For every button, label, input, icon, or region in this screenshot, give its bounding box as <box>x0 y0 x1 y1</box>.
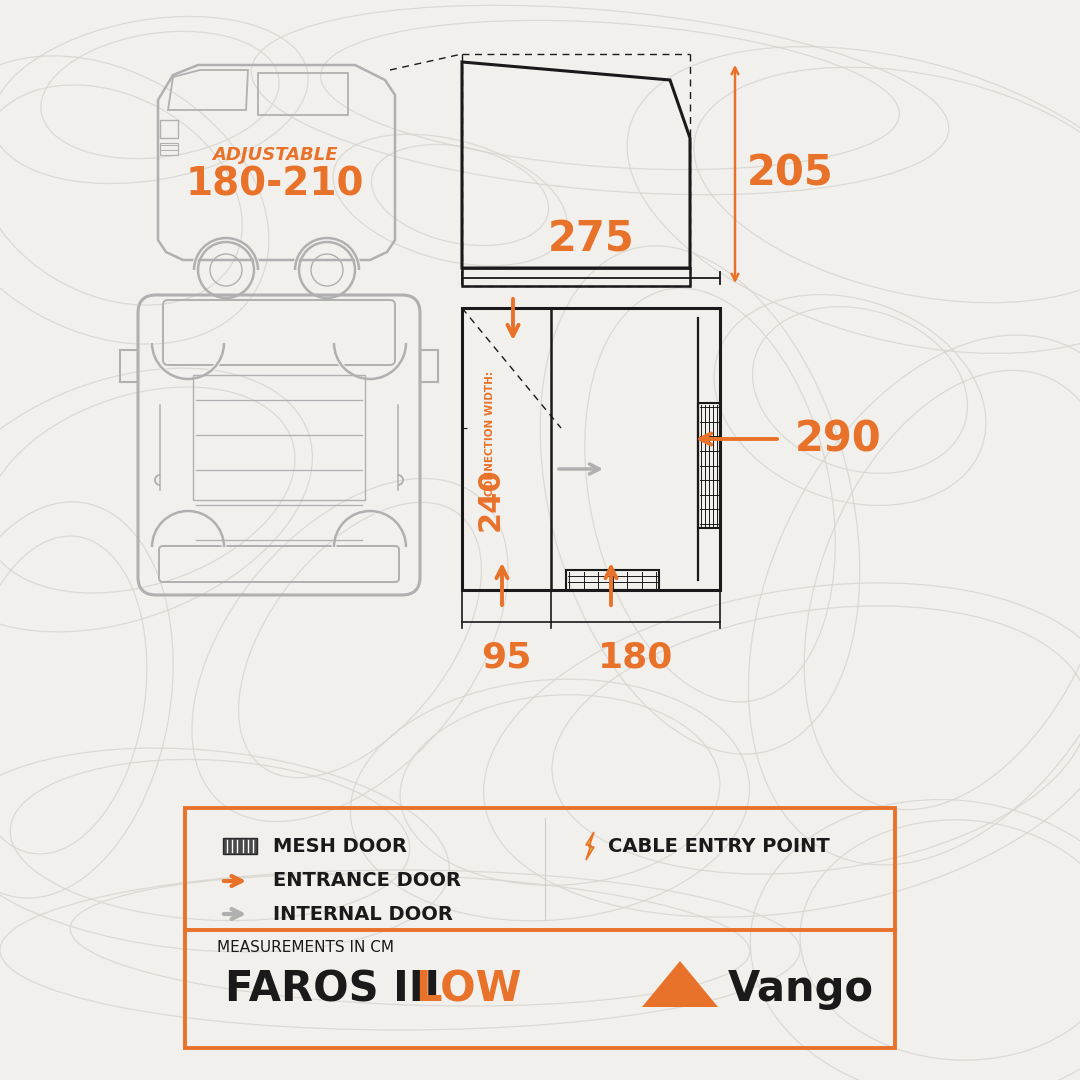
Text: ENTRANCE DOOR: ENTRANCE DOOR <box>273 872 461 891</box>
Bar <box>462 308 720 590</box>
Bar <box>185 808 895 1048</box>
Polygon shape <box>586 832 594 860</box>
Polygon shape <box>642 961 718 1007</box>
Text: 95: 95 <box>482 640 531 674</box>
Text: Vango: Vango <box>728 968 874 1010</box>
Text: MESH DOOR: MESH DOOR <box>273 837 407 855</box>
Text: 240: 240 <box>475 468 504 530</box>
Bar <box>462 268 690 286</box>
Bar <box>120 350 138 382</box>
Text: ADJUSTABLE: ADJUSTABLE <box>213 146 338 164</box>
Text: CONNECTION WIDTH:: CONNECTION WIDTH: <box>485 372 495 497</box>
Text: MEASUREMENTS IN CM: MEASUREMENTS IN CM <box>217 941 394 956</box>
Text: 275: 275 <box>548 218 634 260</box>
Bar <box>222 838 257 854</box>
Bar <box>193 375 365 500</box>
Text: 180: 180 <box>598 640 673 674</box>
Text: FAROS III: FAROS III <box>225 968 440 1010</box>
Text: 205: 205 <box>747 153 834 195</box>
Text: 180-210: 180-210 <box>186 166 364 204</box>
Bar <box>566 570 659 590</box>
Text: CABLE ENTRY POINT: CABLE ENTRY POINT <box>608 837 829 855</box>
Text: INTERNAL DOOR: INTERNAL DOOR <box>273 905 453 923</box>
Text: 290: 290 <box>795 418 881 460</box>
Bar <box>160 120 178 138</box>
Bar <box>160 143 178 156</box>
Bar <box>698 403 720 528</box>
Bar <box>420 350 438 382</box>
Text: LOW: LOW <box>415 968 522 1010</box>
